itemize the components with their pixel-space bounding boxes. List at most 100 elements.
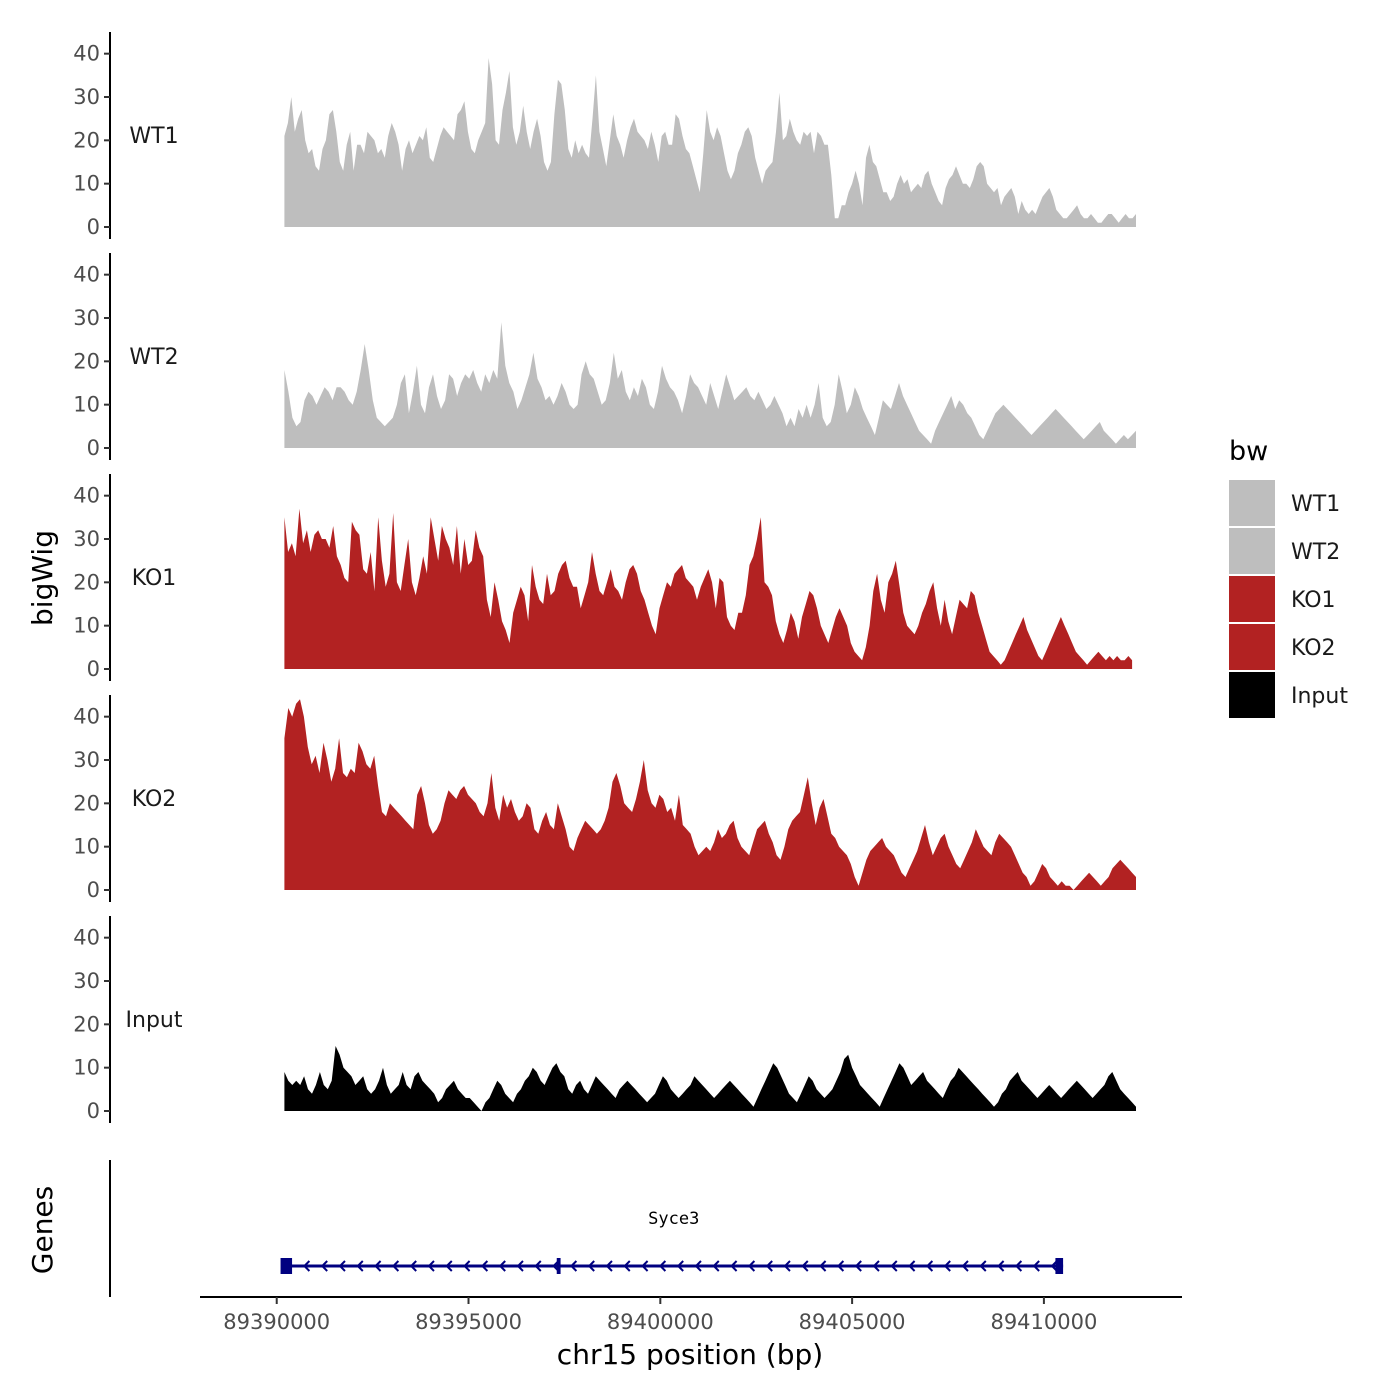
strand-arrow: [712, 1260, 720, 1272]
strand-arrow: [498, 1260, 506, 1272]
legend-label-wt2: WT2: [1291, 540, 1340, 565]
strand-arrow: [694, 1260, 702, 1272]
strand-arrow: [943, 1260, 951, 1272]
legend-swatch-ko1: [1229, 576, 1275, 622]
x-tick-label: 89410000: [990, 1310, 1097, 1334]
legend-swatch-wt1: [1229, 480, 1275, 526]
x-axis-title: chr15 position (bp): [557, 1338, 823, 1371]
y-tick-label: 20: [73, 570, 100, 594]
strand-arrow: [1032, 1260, 1040, 1272]
strand-arrow: [676, 1260, 684, 1272]
area-ko2: [284, 699, 1136, 890]
legend-label-input: Input: [1291, 684, 1348, 709]
strand-arrow: [961, 1260, 969, 1272]
exon: [280, 1258, 293, 1274]
track-label-wt2: WT2: [129, 345, 178, 370]
y-tick-label: 30: [73, 306, 100, 330]
exon: [1055, 1258, 1064, 1274]
y-tick-label: 10: [73, 172, 100, 196]
strand-arrow: [391, 1260, 400, 1272]
y-tick-label: 40: [73, 263, 100, 287]
y-tick-label: 20: [73, 791, 100, 815]
legend-label-ko1: KO1: [1291, 588, 1336, 613]
track-wt2: 0 10 20 30 40 WT2: [73, 253, 1136, 460]
strand-arrow: [783, 1260, 791, 1272]
y-tick-label: 10: [73, 393, 100, 417]
track-label-ko2: KO2: [132, 787, 177, 812]
y-tick-label: 0: [87, 215, 100, 239]
strand-arrow: [747, 1260, 756, 1272]
legend-swatch-ko2: [1229, 624, 1275, 670]
y-tick-label: 0: [87, 657, 100, 681]
strand-arrow: [997, 1260, 1005, 1272]
strand-arrow: [427, 1260, 435, 1272]
y-tick-label: 30: [73, 969, 100, 993]
strand-arrow: [1050, 1260, 1058, 1272]
y-tick-label: 10: [73, 1056, 100, 1080]
strand-arrow: [854, 1260, 862, 1272]
y-axis-title: bigWig: [26, 530, 59, 626]
legend-label-wt1: WT1: [1291, 492, 1340, 517]
y-tick-label: 40: [73, 926, 100, 950]
strand-arrow: [836, 1260, 845, 1272]
y-tick-label: 30: [73, 527, 100, 551]
strand-arrow: [641, 1260, 649, 1272]
y-tick-label: 30: [73, 748, 100, 772]
track-input: 0 10 20 30 40 Input: [73, 916, 1136, 1123]
gene-track: Syce3: [109, 1160, 1064, 1297]
legend: bw WT1 WT2 KO1 KO2 Input: [1229, 436, 1348, 718]
y-tick-label: 0: [87, 436, 100, 460]
strand-arrow: [925, 1260, 934, 1272]
strand-arrow: [356, 1260, 364, 1272]
track-ko1: 0 10 20 30 40 KO1: [73, 474, 1133, 681]
strand-arrow: [908, 1260, 916, 1272]
track-label-wt1: WT1: [129, 124, 178, 149]
strand-arrow: [1014, 1260, 1023, 1272]
y-tick-label: 30: [73, 85, 100, 109]
gene-name-label: Syce3: [648, 1209, 699, 1229]
y-tick-label: 10: [73, 614, 100, 638]
area-input: [284, 1046, 1136, 1111]
strand-arrow: [765, 1260, 773, 1272]
x-tick-label: 89395000: [415, 1310, 522, 1334]
track-ko2: 0 10 20 30 40 KO2: [73, 695, 1136, 902]
y-tick-label: 10: [73, 835, 100, 859]
strand-arrow: [979, 1260, 987, 1272]
signal-tracks: 0 10 20 30 40 WT1 0 10 20 30 40 WT2 0 10 20 30 40 KO1 0 10 2…: [73, 32, 1136, 1123]
exon: [556, 1258, 561, 1274]
x-axis: 89390000 89395000 89400000 89405000 89410000: [200, 1296, 1182, 1334]
area-wt1: [284, 58, 1136, 227]
strand-arrow: [463, 1260, 471, 1272]
legend-swatch-wt2: [1229, 528, 1275, 574]
y-tick-label: 0: [87, 1099, 100, 1123]
strand-arrow: [569, 1260, 578, 1272]
strand-arrow: [890, 1260, 898, 1272]
strand-arrow: [623, 1260, 631, 1272]
gene-track-title: Genes: [26, 1186, 59, 1274]
y-tick-label: 0: [87, 878, 100, 902]
strand-arrow: [872, 1260, 880, 1272]
strand-arrow: [587, 1260, 595, 1272]
y-tick-label: 40: [73, 484, 100, 508]
legend-title: bw: [1229, 436, 1268, 467]
strand-arrow: [374, 1260, 382, 1272]
x-tick-label: 89390000: [223, 1310, 330, 1334]
strand-arrow: [730, 1260, 738, 1272]
legend-swatch-input: [1229, 672, 1275, 718]
strand-arrow: [302, 1260, 311, 1272]
strand-arrow: [534, 1260, 542, 1272]
y-tick-label: 40: [73, 42, 100, 66]
strand-arrow: [801, 1260, 809, 1272]
area-wt2: [284, 322, 1136, 448]
legend-label-ko2: KO2: [1291, 636, 1336, 661]
track-label-input: Input: [126, 1008, 183, 1033]
strand-arrow: [320, 1260, 328, 1272]
strand-arrow: [480, 1260, 489, 1272]
y-tick-label: 20: [73, 1012, 100, 1036]
strand-arrow: [445, 1260, 453, 1272]
area-ko1: [284, 508, 1133, 669]
y-tick-label: 20: [73, 128, 100, 152]
x-tick-label: 89405000: [799, 1310, 906, 1334]
strand-arrow: [819, 1260, 827, 1272]
